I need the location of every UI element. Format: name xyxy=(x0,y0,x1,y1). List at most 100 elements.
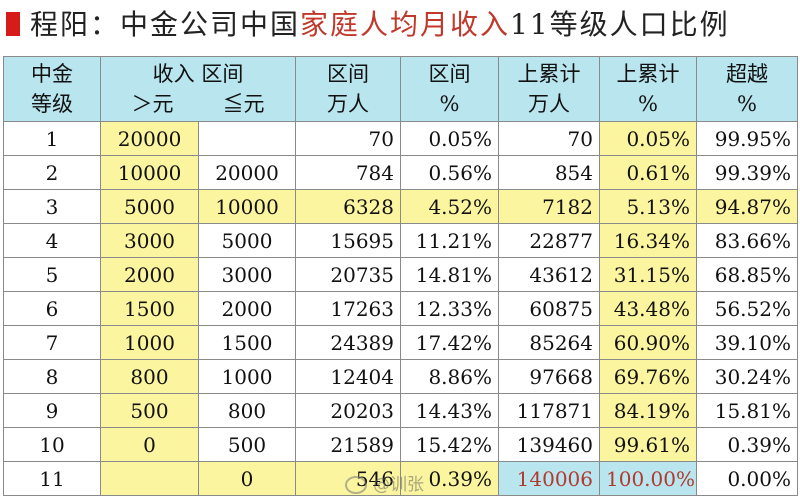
table-cell: 17263 xyxy=(295,291,401,326)
table-cell: 56.52% xyxy=(696,291,798,326)
table-cell: 20735 xyxy=(295,257,401,292)
table-cell: 14.81% xyxy=(400,257,499,292)
table-cell: 8.86% xyxy=(400,359,499,394)
income-table: 中金 等级 收入 区间 ＞元 ≦元 区间 万人 区间% 上累计 万人 上累计% 超越% … xyxy=(3,56,798,496)
table-cell: 70 xyxy=(295,121,401,156)
table-cell: 0.39% xyxy=(696,427,798,462)
table-cell: 15.81% xyxy=(696,393,798,428)
table-cell: 6 xyxy=(3,291,101,326)
table-cell: 800 xyxy=(100,359,199,394)
table-cell: 800 xyxy=(198,393,296,428)
table-cell: 0 xyxy=(100,427,199,462)
table-cell: 84.19% xyxy=(599,393,697,428)
table-cell: 15.42% xyxy=(400,427,499,462)
table-cell: 69.76% xyxy=(599,359,697,394)
table-cell: 0.56% xyxy=(400,155,499,190)
table-cell: 5000 xyxy=(198,223,296,258)
table-cell: 68.85% xyxy=(696,257,798,292)
table-cell: 12.33% xyxy=(400,291,499,326)
table-cell: 5 xyxy=(3,257,101,292)
table-cell: 60875 xyxy=(498,291,600,326)
table-cell: 17.42% xyxy=(400,325,499,360)
table-row: 2 10000 20000 784 0.56% 854 0.61% 99.39% xyxy=(3,155,798,190)
table-cell: 1500 xyxy=(198,325,296,360)
weibo-watermark: @训张 xyxy=(345,470,424,495)
table-cell: 117871 xyxy=(498,393,600,428)
table-cell: 100.00% xyxy=(599,461,697,496)
table-cell: 1 xyxy=(3,121,101,156)
table-cell: 1500 xyxy=(100,291,199,326)
table-cell: 43.48% xyxy=(599,291,697,326)
table-cell: 43612 xyxy=(498,257,600,292)
header-level: 中金 等级 xyxy=(3,56,101,122)
table-row: 3 5000 10000 6328 4.52% 7182 5.13% 94.87% xyxy=(3,189,798,224)
table-row: 4 3000 5000 15695 11.21% 22877 16.34% 83.66% xyxy=(3,223,798,258)
header-row: 中金 等级 收入 区间 ＞元 ≦元 区间 万人 区间% 上累计 万人 上累计% 超越% xyxy=(3,56,798,122)
table-cell: 20203 xyxy=(295,393,401,428)
table-cell: 0.05% xyxy=(400,121,499,156)
table-cell: 3000 xyxy=(100,223,199,258)
table-row: 7 1000 1500 24389 17.42% 85264 60.90% 39.10% xyxy=(3,325,798,360)
table-cell: 31.15% xyxy=(599,257,697,292)
table-cell: 10000 xyxy=(198,189,296,224)
table-cell: 2000 xyxy=(100,257,199,292)
table-row: 11 0 546 0.39% 140006 100.00% 0.00% xyxy=(3,461,798,496)
header-cum-pop: 上累计 万人 xyxy=(498,56,600,122)
table-cell: 7182 xyxy=(498,189,600,224)
table-cell: 99.61% xyxy=(599,427,697,462)
table-cell: 4.52% xyxy=(400,189,499,224)
table-cell: 1000 xyxy=(198,359,296,394)
table-cell: 1000 xyxy=(100,325,199,360)
header-cum-pct: 上累计% xyxy=(599,56,697,122)
table-cell: 500 xyxy=(198,427,296,462)
table-cell: 94.87% xyxy=(696,189,798,224)
table-cell: 140006 xyxy=(498,461,600,496)
table-cell: 30.24% xyxy=(696,359,798,394)
table-cell: 4 xyxy=(3,223,101,258)
table-row: 8 800 1000 12404 8.86% 97668 69.76% 30.24% xyxy=(3,359,798,394)
title-red-marker xyxy=(6,12,20,36)
weibo-logo-icon xyxy=(345,476,367,494)
table-cell: 11.21% xyxy=(400,223,499,258)
title-bar: 程阳：中金公司中国家庭人均月收入11等级人口比例 xyxy=(0,0,800,56)
table-row: 5 2000 3000 20735 14.81% 43612 31.15% 68.85% xyxy=(3,257,798,292)
table-cell xyxy=(100,461,199,496)
table-row: 9 500 800 20203 14.43% 117871 84.19% 15.81% xyxy=(3,393,798,428)
table-row: 10 0 500 21589 15.42% 139460 99.61% 0.39% xyxy=(3,427,798,462)
table-cell: 21589 xyxy=(295,427,401,462)
table-cell: 70 xyxy=(498,121,600,156)
table-cell: 24389 xyxy=(295,325,401,360)
table-cell: 9 xyxy=(3,393,101,428)
table-cell: 97668 xyxy=(498,359,600,394)
table-cell: 0.39% xyxy=(400,461,499,496)
table-cell: 20000 xyxy=(100,121,199,156)
page-title: 程阳：中金公司中国家庭人均月收入11等级人口比例 xyxy=(30,8,730,41)
table-cell: 15695 xyxy=(295,223,401,258)
table-cell: 854 xyxy=(498,155,600,190)
table-cell: 139460 xyxy=(498,427,600,462)
header-exceed: 超越% xyxy=(696,56,798,122)
table-cell: 6328 xyxy=(295,189,401,224)
table-cell: 500 xyxy=(100,393,199,428)
table-cell: 10 xyxy=(3,427,101,462)
header-income-range: 收入 区间 ＞元 ≦元 xyxy=(100,56,296,122)
table-row: 1 20000 70 0.05% 70 0.05% 99.95% xyxy=(3,121,798,156)
table-cell: 39.10% xyxy=(696,325,798,360)
table-cell: 10000 xyxy=(100,155,199,190)
header-range-pop: 区间 万人 xyxy=(295,56,401,122)
table-cell: 14.43% xyxy=(400,393,499,428)
table-cell: 16.34% xyxy=(599,223,697,258)
table-cell: 2 xyxy=(3,155,101,190)
table-cell: 12404 xyxy=(295,359,401,394)
table-cell: 3000 xyxy=(198,257,296,292)
table-cell: 0.00% xyxy=(696,461,798,496)
table-cell xyxy=(198,121,296,156)
table-cell: 11 xyxy=(3,461,101,496)
table-cell: 60.90% xyxy=(599,325,697,360)
table-cell: 99.95% xyxy=(696,121,798,156)
table-cell: 85264 xyxy=(498,325,600,360)
header-range-pct: 区间% xyxy=(400,56,499,122)
table-cell: 22877 xyxy=(498,223,600,258)
table-cell: 2000 xyxy=(198,291,296,326)
table-cell: 0.61% xyxy=(599,155,697,190)
